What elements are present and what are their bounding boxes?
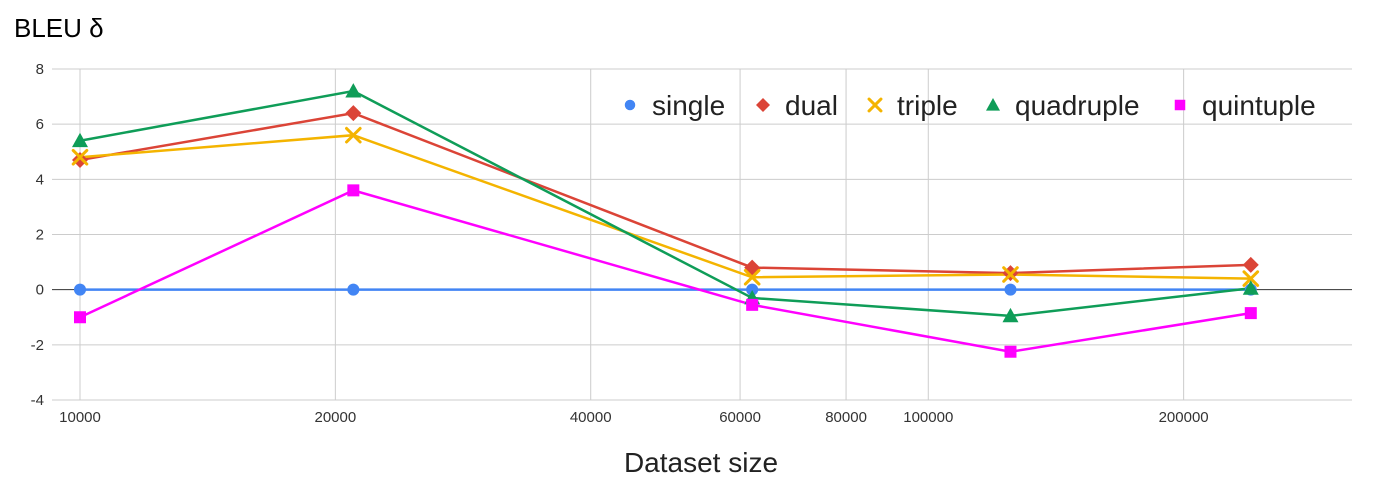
legend-marker-triple bbox=[867, 97, 883, 113]
legend-label-dual: dual bbox=[785, 90, 838, 121]
x-tick-label: 40000 bbox=[570, 409, 612, 426]
x-marker-stroke bbox=[71, 148, 89, 166]
data-point-quadruple bbox=[1242, 280, 1259, 295]
data-point-quadruple bbox=[72, 132, 88, 148]
y-tick-label: -4 bbox=[31, 392, 44, 409]
legend-label-single: single bbox=[652, 90, 725, 121]
x-tick-label: 20000 bbox=[314, 409, 356, 426]
data-point-quintuple bbox=[347, 184, 360, 197]
legend-marker-dual bbox=[756, 98, 770, 112]
legend-marker-quintuple bbox=[1174, 99, 1186, 111]
data-point-triple bbox=[1242, 270, 1260, 287]
data-point-single bbox=[1004, 283, 1017, 296]
y-axis-title: BLEU δ bbox=[14, 13, 104, 43]
y-tick-label: -2 bbox=[31, 337, 44, 354]
data-point-quadruple bbox=[345, 83, 362, 98]
data-point-single bbox=[746, 283, 759, 296]
x-marker-stroke bbox=[1242, 270, 1260, 287]
data-point-quintuple bbox=[1244, 307, 1257, 320]
data-point-quintuple bbox=[74, 311, 86, 324]
x-axis-title: Dataset size bbox=[624, 447, 778, 478]
y-tick-label: 2 bbox=[36, 227, 44, 244]
data-point-triple bbox=[743, 268, 761, 286]
x-marker-stroke bbox=[345, 126, 362, 144]
data-point-quadruple bbox=[1002, 307, 1019, 323]
y-tick-label: 4 bbox=[36, 171, 44, 188]
data-point-triple bbox=[345, 126, 362, 144]
x-tick-label: 200000 bbox=[1159, 409, 1209, 426]
legend-label-triple: triple bbox=[897, 90, 958, 121]
series-line-quadruple bbox=[79, 89, 1251, 318]
axes: -4 -2 0 2 4 6 8 10000 20000 40000 60000 80000 100000… bbox=[31, 61, 1209, 426]
series-line-dual bbox=[79, 111, 1251, 275]
data-point-quintuple bbox=[746, 298, 759, 311]
data-point-single bbox=[347, 283, 360, 296]
x-tick-label: 80000 bbox=[825, 409, 867, 426]
legend-marker-single bbox=[624, 99, 636, 111]
data-point-dual bbox=[345, 105, 362, 122]
data-point-quintuple bbox=[1004, 345, 1017, 358]
data-point-dual bbox=[1242, 256, 1259, 273]
legend-label-quadruple: quadruple bbox=[1015, 90, 1140, 121]
x-marker-stroke bbox=[867, 97, 883, 113]
legend-label-quintuple: quintuple bbox=[1202, 90, 1316, 121]
legend: single dual triple quadruple quintuple bbox=[624, 90, 1316, 121]
y-tick-label: 8 bbox=[36, 61, 44, 78]
series-line-triple bbox=[79, 133, 1251, 280]
x-tick-label: 100000 bbox=[903, 409, 953, 426]
data-point-triple bbox=[71, 148, 89, 166]
legend-marker-quadruple bbox=[986, 98, 1000, 111]
x-tick-label: 10000 bbox=[59, 409, 101, 426]
y-tick-label: 6 bbox=[36, 116, 44, 133]
data-point-single bbox=[74, 283, 86, 296]
data-point-dual bbox=[72, 152, 88, 169]
x-tick-label: 60000 bbox=[719, 409, 761, 426]
series-group bbox=[71, 83, 1260, 358]
x-marker-stroke bbox=[1002, 266, 1019, 283]
x-marker-stroke bbox=[743, 268, 761, 286]
data-point-triple bbox=[1002, 266, 1019, 283]
y-tick-label: 0 bbox=[36, 282, 44, 299]
